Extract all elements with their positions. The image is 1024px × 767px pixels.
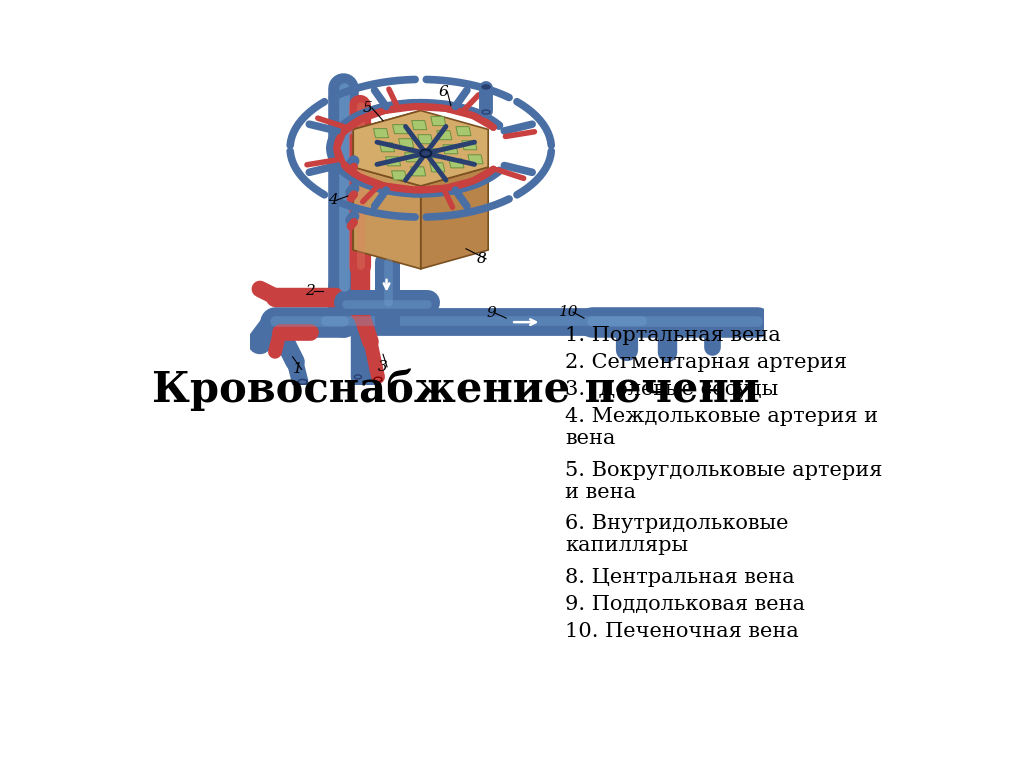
Polygon shape [404,153,420,162]
Text: 6. Внутридольковые
капилляры: 6. Внутридольковые капилляры [565,514,788,555]
Text: 10. Печеночная вена: 10. Печеночная вена [565,622,799,641]
Text: 9. Поддольковая вена: 9. Поддольковая вена [565,595,805,614]
Polygon shape [442,145,458,153]
Ellipse shape [298,380,307,384]
Polygon shape [398,139,414,148]
Polygon shape [353,110,488,186]
Polygon shape [462,140,477,150]
Polygon shape [421,130,488,269]
Polygon shape [424,149,439,158]
Text: 8. Центральная вена: 8. Центральная вена [565,568,795,587]
Text: 2. Сегментарная артерия: 2. Сегментарная артерия [565,353,847,372]
Text: 8: 8 [477,252,486,266]
Text: Кровоснабжение печени: Кровоснабжение печени [152,368,760,410]
Polygon shape [430,163,444,172]
Text: 2: 2 [305,285,315,298]
Ellipse shape [354,375,361,379]
Text: 4: 4 [328,193,338,207]
Text: 3.  Долевые сосуды: 3. Долевые сосуды [565,380,778,399]
Polygon shape [386,156,400,166]
Text: 4. Междольковые артерия и
вена: 4. Междольковые артерия и вена [565,407,879,449]
Text: 5: 5 [364,101,373,115]
Ellipse shape [482,110,490,114]
Text: 5. Вокругдольковые артерия
и вена: 5. Вокругдольковые артерия и вена [565,461,883,502]
Text: 3: 3 [378,360,388,374]
Polygon shape [353,167,421,269]
Polygon shape [374,129,388,138]
Polygon shape [418,135,433,143]
Ellipse shape [482,85,490,89]
Polygon shape [353,110,421,250]
Polygon shape [391,171,407,180]
Polygon shape [380,143,394,152]
Text: 10: 10 [559,305,579,319]
Text: 9: 9 [486,306,496,320]
Text: 6: 6 [438,85,449,99]
Polygon shape [437,130,452,140]
Ellipse shape [374,377,382,382]
Ellipse shape [420,150,431,157]
Polygon shape [431,117,445,126]
Polygon shape [392,124,408,133]
Polygon shape [468,155,483,164]
Polygon shape [411,167,426,176]
Polygon shape [456,127,471,136]
Text: 1. Портальная вена: 1. Портальная вена [565,326,781,344]
Text: 1: 1 [293,362,302,377]
Polygon shape [412,120,427,130]
Polygon shape [449,159,464,168]
